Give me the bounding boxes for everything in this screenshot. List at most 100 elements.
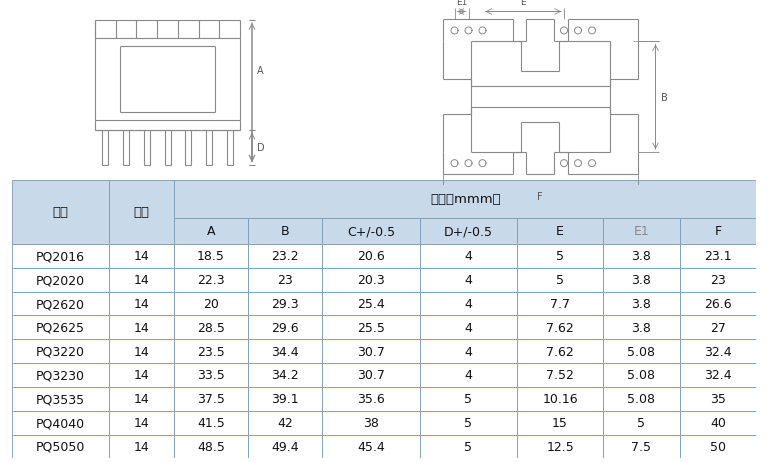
Text: 30.7: 30.7	[357, 369, 385, 382]
Bar	[680, 218, 756, 244]
Text: 3.8: 3.8	[631, 274, 651, 287]
Bar	[322, 316, 419, 339]
Bar	[517, 411, 603, 435]
Text: 30.7: 30.7	[357, 345, 385, 358]
Bar	[680, 316, 756, 339]
Bar	[12, 411, 109, 435]
Text: A: A	[207, 225, 215, 238]
Text: 5: 5	[465, 393, 472, 406]
Text: 10.16: 10.16	[542, 393, 578, 406]
Bar	[248, 292, 322, 316]
Text: PQ2016: PQ2016	[36, 250, 84, 263]
Text: 5.08: 5.08	[627, 369, 655, 382]
Bar	[322, 268, 419, 292]
Text: 28.5: 28.5	[197, 321, 225, 334]
Text: 4: 4	[465, 274, 472, 287]
Bar	[419, 339, 517, 363]
Text: 18.5: 18.5	[197, 250, 225, 263]
Text: 48.5: 48.5	[197, 440, 225, 453]
Text: 20.6: 20.6	[357, 250, 385, 263]
Bar	[322, 244, 419, 268]
Text: 42: 42	[277, 416, 293, 429]
Text: F: F	[537, 192, 543, 202]
Text: PQ5050: PQ5050	[35, 440, 85, 453]
Bar	[603, 292, 680, 316]
Bar	[12, 363, 109, 387]
Bar	[109, 387, 174, 411]
Bar	[109, 244, 174, 268]
Text: 14: 14	[134, 250, 150, 263]
Bar	[419, 316, 517, 339]
Text: 尺寸（mmm）: 尺寸（mmm）	[430, 193, 501, 206]
Bar	[12, 435, 109, 458]
Text: 49.4: 49.4	[271, 440, 299, 453]
Bar	[603, 339, 680, 363]
Text: 33.5: 33.5	[197, 369, 225, 382]
Text: 38: 38	[363, 416, 379, 429]
Text: 35: 35	[710, 393, 726, 406]
Text: 4: 4	[465, 321, 472, 334]
Bar	[419, 268, 517, 292]
Bar	[248, 244, 322, 268]
Bar	[12, 181, 109, 244]
Text: 45.4: 45.4	[357, 440, 385, 453]
Bar	[603, 435, 680, 458]
Text: 12.5: 12.5	[546, 440, 574, 453]
Text: 5.08: 5.08	[627, 345, 655, 358]
Text: 22.3: 22.3	[197, 274, 225, 287]
Bar	[603, 218, 680, 244]
Bar	[248, 411, 322, 435]
Bar	[517, 244, 603, 268]
Bar	[109, 292, 174, 316]
Bar	[419, 435, 517, 458]
Text: 34.4: 34.4	[271, 345, 299, 358]
Bar	[12, 316, 109, 339]
Bar	[322, 339, 419, 363]
Bar	[109, 363, 174, 387]
Bar	[174, 244, 248, 268]
Bar	[419, 411, 517, 435]
Text: 14: 14	[134, 297, 150, 310]
Text: 3.8: 3.8	[631, 250, 651, 263]
Text: 14: 14	[134, 393, 150, 406]
Bar	[248, 316, 322, 339]
Text: 7.5: 7.5	[631, 440, 651, 453]
Text: 20: 20	[204, 297, 219, 310]
Bar	[174, 363, 248, 387]
Text: 41.5: 41.5	[197, 416, 225, 429]
Bar	[248, 339, 322, 363]
Text: 5.08: 5.08	[627, 393, 655, 406]
Bar	[680, 435, 756, 458]
Bar	[174, 435, 248, 458]
Text: 14: 14	[134, 274, 150, 287]
Text: 7.7: 7.7	[550, 297, 570, 310]
Bar	[12, 339, 109, 363]
Bar	[603, 244, 680, 268]
Text: 5: 5	[637, 416, 645, 429]
Text: 23.1: 23.1	[704, 250, 732, 263]
Text: 23: 23	[277, 274, 293, 287]
Text: F: F	[714, 225, 722, 238]
Bar	[174, 387, 248, 411]
Bar	[248, 363, 322, 387]
Bar	[174, 316, 248, 339]
Text: 25.5: 25.5	[357, 321, 385, 334]
Text: PQ4040: PQ4040	[36, 416, 84, 429]
Bar	[12, 387, 109, 411]
Text: 29.6: 29.6	[271, 321, 299, 334]
Bar	[517, 435, 603, 458]
Text: 26.6: 26.6	[704, 297, 732, 310]
Bar	[680, 292, 756, 316]
Text: 39.1: 39.1	[271, 393, 299, 406]
Bar	[603, 268, 680, 292]
Bar	[248, 387, 322, 411]
Text: 14: 14	[134, 440, 150, 453]
Text: B: B	[660, 93, 667, 103]
Text: 7.62: 7.62	[546, 345, 574, 358]
Text: 4: 4	[465, 345, 472, 358]
Bar	[680, 244, 756, 268]
Bar	[680, 363, 756, 387]
Text: 32.4: 32.4	[704, 369, 732, 382]
Bar	[680, 411, 756, 435]
Text: 3.8: 3.8	[631, 297, 651, 310]
